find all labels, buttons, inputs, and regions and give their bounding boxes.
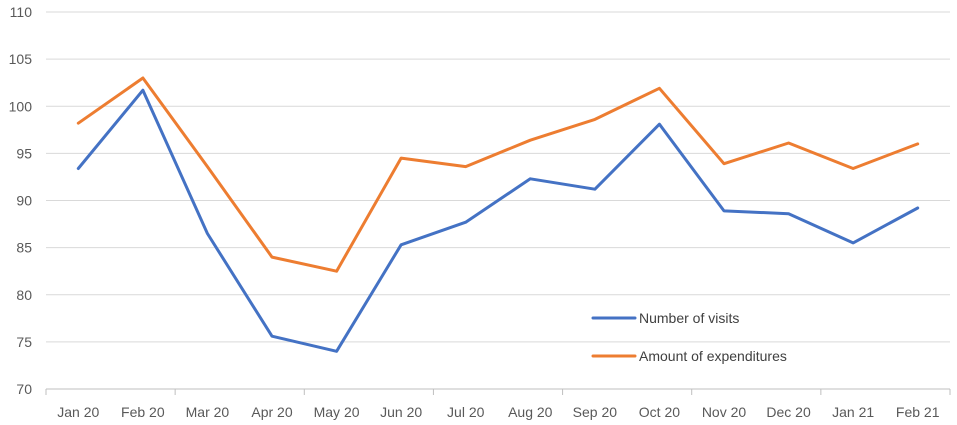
y-tick-label: 85: [16, 240, 32, 256]
y-tick-label: 110: [10, 4, 33, 20]
x-tick-label: Sep 20: [573, 404, 618, 420]
y-tick-label: 90: [16, 193, 32, 209]
x-tick-label: Apr 20: [251, 404, 292, 420]
x-tick-labels: Jan 20 Feb 20 Mar 20 Apr 20 May 20 Jun 20 Jul …: [57, 404, 939, 420]
x-tick-label: Mar 20: [186, 404, 230, 420]
series-line-visits: [76, 88, 920, 353]
y-tick-labels: 70 75 80 85 90 95 100 105 110: [9, 4, 33, 397]
legend: Number of visits Amount of expenditures: [591, 310, 787, 364]
x-tick-label: Nov 20: [702, 404, 747, 420]
series-lines: [76, 76, 920, 353]
y-tick-label: 100: [9, 98, 33, 114]
x-tick-label: Jan 20: [57, 404, 99, 420]
y-tick-label: 105: [9, 51, 33, 67]
x-tick-label: Jun 20: [380, 404, 422, 420]
y-tick-label: 75: [16, 334, 32, 350]
x-tick-label: Feb 20: [121, 404, 165, 420]
x-tick-label: Aug 20: [508, 404, 553, 420]
axes: [45, 388, 951, 395]
x-tick-label: May 20: [314, 404, 360, 420]
x-tick-label: Dec 20: [766, 404, 811, 420]
y-tick-label: 70: [16, 381, 32, 397]
x-tick-label: Jul 20: [447, 404, 485, 420]
series-line-expenditures: [76, 76, 920, 273]
x-tick-label: Jan 21: [832, 404, 874, 420]
x-tick-label: Oct 20: [639, 404, 680, 420]
y-tick-label: 80: [16, 287, 32, 303]
legend-label: Amount of expenditures: [639, 348, 787, 364]
x-tick-label: Feb 21: [896, 404, 940, 420]
legend-label: Number of visits: [639, 310, 739, 326]
y-tick-label: 95: [16, 145, 32, 161]
